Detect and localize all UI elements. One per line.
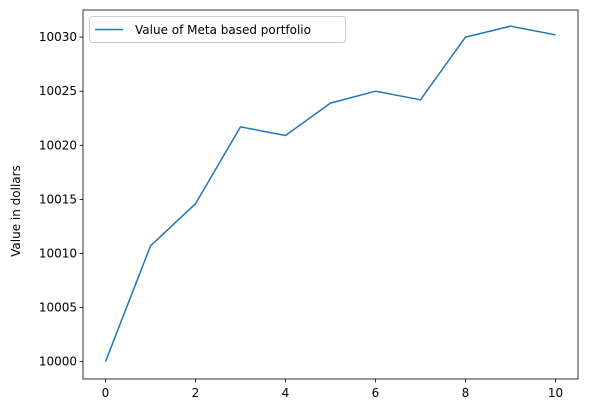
y-tick-label: 10030 [39,30,77,44]
series-line-0 [104,25,556,362]
legend-label: Value of Meta based portfolio [135,23,311,37]
y-axis: 10000 10005 10010 10015 10020 10025 10030 [39,30,83,369]
legend-box [89,16,346,43]
y-tick-label: 10025 [39,84,77,98]
x-tick-label: 6 [372,386,380,400]
plot-frame [82,9,579,380]
y-tick-label: 10020 [39,138,77,152]
x-tick-label: 0 [102,386,110,400]
y-axis-label: Value in dollars [9,165,23,257]
y-tick-label: 10000 [39,355,77,369]
y-tick-label: 10005 [39,301,77,315]
x-tick-label: 2 [192,386,200,400]
x-tick-label: 10 [548,386,563,400]
legend: Value of Meta based portfolio [89,16,346,43]
x-tick-label: 8 [462,386,470,400]
y-tick-label: 10010 [39,246,77,260]
x-tick-label: 4 [282,386,290,400]
x-axis: 0 2 4 6 8 10 [102,379,563,400]
y-tick-label: 10015 [39,192,77,206]
plot-area [82,9,579,380]
